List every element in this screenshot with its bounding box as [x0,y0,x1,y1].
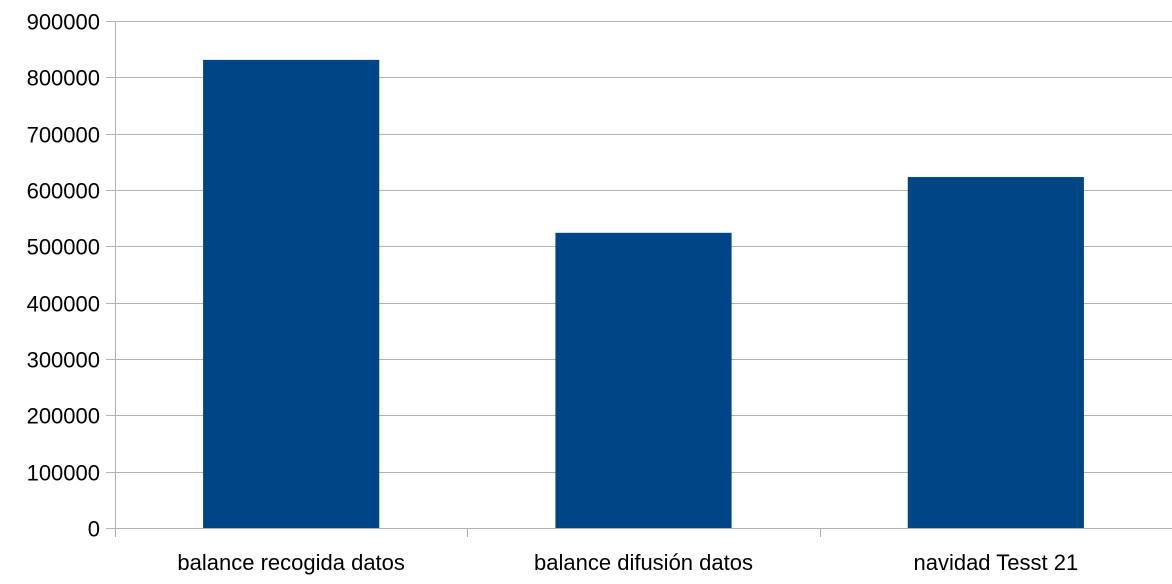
bar-2 [907,177,1084,528]
y-tick-label: 800000 [27,66,100,91]
x-category-label: balance recogida datos [177,550,405,575]
x-category-label: navidad Tesst 21 [913,550,1078,575]
bars [203,59,1084,529]
axes [106,21,1172,537]
y-tick-label: 300000 [27,348,100,373]
bar-1 [555,232,732,528]
y-tick-label: 900000 [27,10,100,35]
y-tick-label: 600000 [27,179,100,204]
x-category-labels: balance recogida datos balance difusión d… [177,550,1078,575]
y-tick-labels: 0 100000 200000 300000 400000 500000 600000 700… [27,10,100,542]
y-tick-label: 0 [88,517,100,542]
y-tick-label: 500000 [27,235,100,260]
y-tick-label: 400000 [27,292,100,317]
bar-0 [203,59,380,529]
x-category-label: balance difusión datos [534,550,753,575]
y-tick-label: 700000 [27,123,100,148]
y-tick-label: 200000 [27,404,100,429]
y-tick-label: 100000 [27,461,100,486]
